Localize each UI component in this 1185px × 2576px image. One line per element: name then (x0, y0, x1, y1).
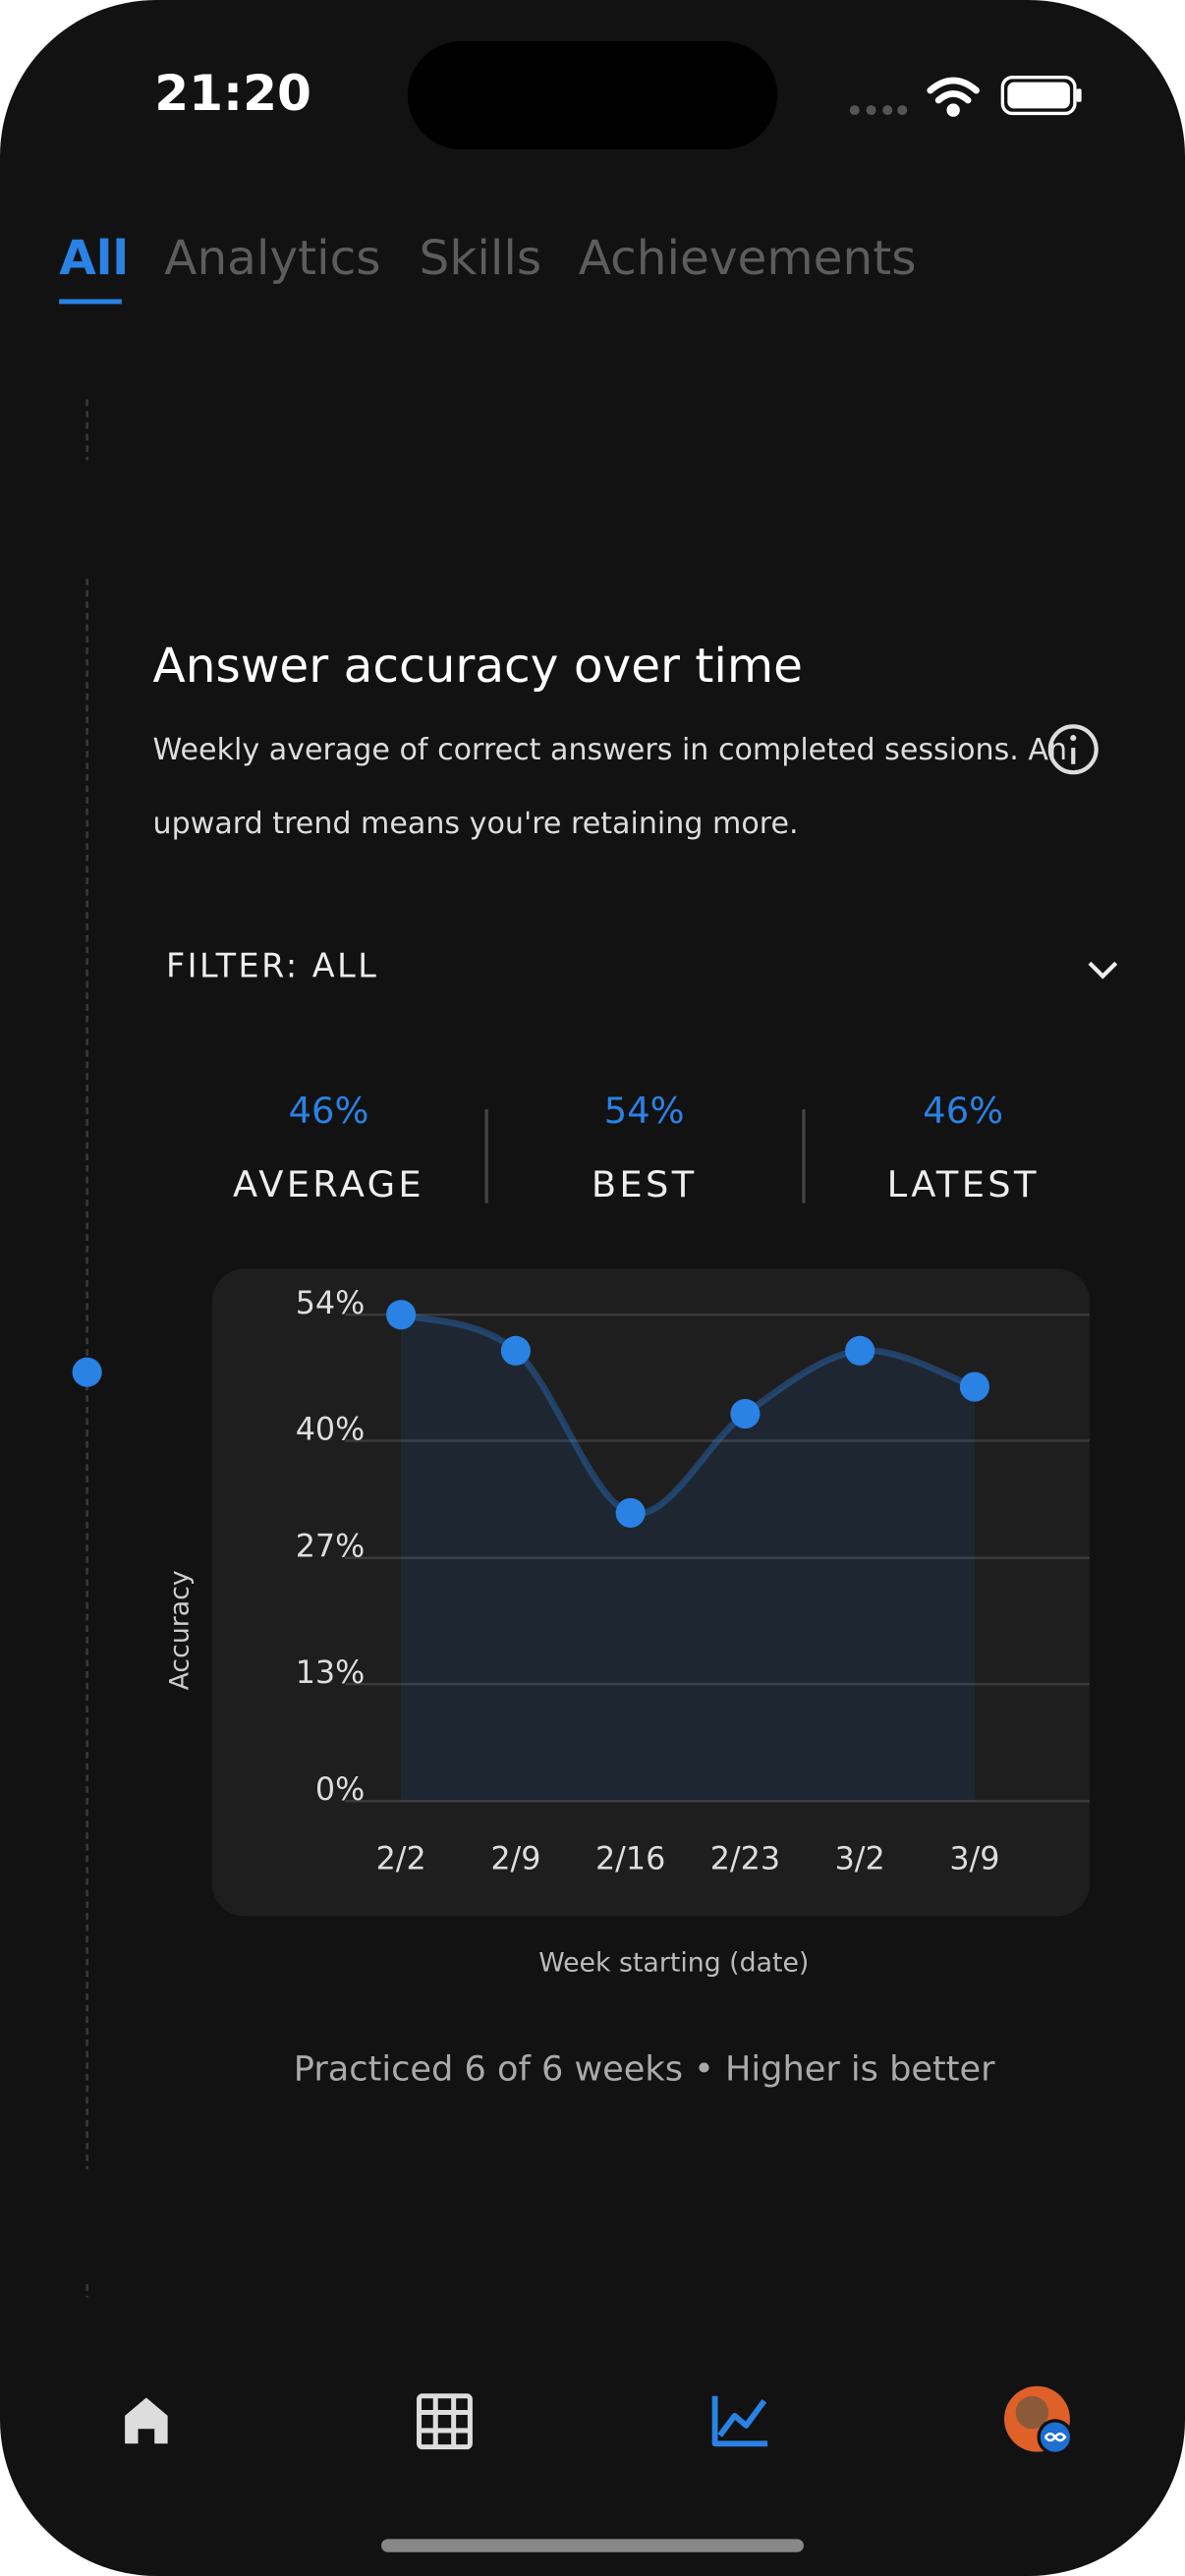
nav-home[interactable] (125, 2397, 168, 2444)
stat-value: 54% (604, 1090, 685, 1132)
status-time: 21:20 (154, 64, 311, 122)
x-tick-label: 2/2 (376, 1842, 426, 1877)
tab[interactable]: Analytics (164, 231, 380, 286)
chart-card (211, 1268, 1090, 1917)
battery-icon (1000, 75, 1077, 116)
stats: 46% AVERAGE 54% BEST 46% LATEST (233, 1090, 1040, 1205)
y-tick-label: 27% (296, 1530, 366, 1565)
filter-label[interactable]: FILTER: ALL (166, 947, 379, 985)
data-point (845, 1335, 875, 1366)
data-point (959, 1372, 989, 1402)
tab[interactable]: Achievements (579, 231, 917, 286)
x-tick-label: 3/2 (835, 1842, 885, 1877)
filter-chevron[interactable] (1088, 961, 1118, 980)
y-tick-label: 13% (296, 1655, 366, 1691)
timeline-dot (72, 1357, 102, 1387)
x-tick-label: 3/9 (949, 1842, 999, 1877)
footer-note: Practiced 6 of 6 weeks • Higher is bette… (294, 2049, 995, 2090)
card-description: Weekly average of correct answers in com… (153, 733, 1068, 767)
x-tick-label: 2/9 (490, 1842, 540, 1877)
tab[interactable]: Skills (420, 231, 542, 286)
stat-label: LATEST (887, 1163, 1040, 1205)
area (401, 1315, 975, 1802)
stat-label: BEST (592, 1163, 698, 1205)
signal-dots (849, 105, 908, 116)
x-tick-label: 2/23 (710, 1842, 780, 1877)
card-description: upward trend means you're retaining more… (153, 807, 799, 841)
battery-tip (1076, 88, 1082, 102)
x-tick-label: 2/16 (595, 1842, 665, 1877)
chart: 0% 13% 27% 40% 54% 2/2 2/9 2/16 2/23 3/2 3/9 (296, 1286, 1090, 1877)
tab-underline (59, 299, 122, 305)
y-tick-label: 0% (315, 1772, 365, 1808)
stat-label: AVERAGE (233, 1163, 424, 1205)
data-point (615, 1497, 646, 1528)
y-tick-label: 40% (296, 1413, 366, 1448)
nav-profile[interactable] (1004, 2385, 1074, 2456)
tab-bar: All Analytics Skills Achievements (59, 231, 916, 286)
info-button[interactable] (1047, 724, 1099, 775)
stat-value: 46% (923, 1090, 1003, 1132)
x-axis-title: Week starting (date) (538, 1947, 809, 1978)
y-tick-label: 54% (296, 1286, 366, 1321)
nav-grid[interactable] (417, 2393, 473, 2450)
data-point (386, 1300, 417, 1330)
data-point (500, 1335, 531, 1366)
y-axis-title: Accuracy (164, 1570, 195, 1690)
tab[interactable]: All (59, 231, 129, 286)
card-title: Answer accuracy over time (153, 639, 803, 694)
nav-analytics[interactable] (711, 2395, 768, 2447)
stat-value: 46% (289, 1090, 369, 1132)
battery-level (1007, 82, 1070, 109)
home-indicator (381, 2539, 804, 2552)
data-point (730, 1398, 761, 1429)
wifi-icon (927, 77, 980, 117)
dynamic-island (407, 40, 778, 150)
